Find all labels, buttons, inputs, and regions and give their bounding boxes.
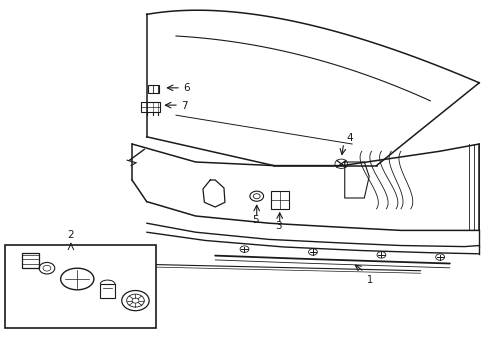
Bar bbox=[270, 191, 288, 209]
Bar bbox=[22, 253, 39, 268]
Bar bbox=[100, 284, 115, 298]
Bar bbox=[141, 102, 160, 112]
Text: 1: 1 bbox=[366, 275, 372, 285]
Text: 6: 6 bbox=[183, 84, 189, 94]
Text: 7: 7 bbox=[181, 101, 187, 111]
Bar bbox=[5, 245, 156, 328]
Bar bbox=[147, 85, 159, 93]
Text: 3: 3 bbox=[274, 221, 281, 231]
Text: 5: 5 bbox=[251, 215, 258, 225]
Text: 4: 4 bbox=[346, 134, 352, 144]
Text: 2: 2 bbox=[67, 230, 74, 240]
